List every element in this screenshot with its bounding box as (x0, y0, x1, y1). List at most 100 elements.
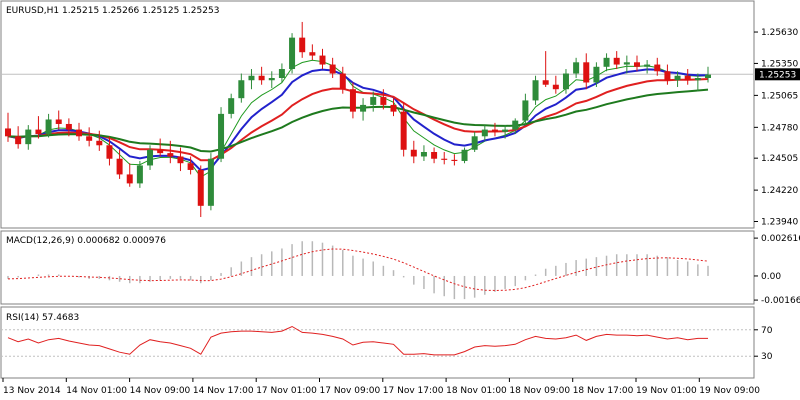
price-tick-label: 1.25065 (761, 91, 798, 101)
current-price-tag (755, 68, 800, 81)
time-label: 14 Nov 01:00 (66, 386, 127, 396)
candle-body (451, 159, 458, 161)
candle-body (207, 158, 214, 206)
candle-body (583, 62, 590, 83)
price-tick-label: 1.25630 (761, 28, 798, 38)
time-label: 18 Nov 17:00 (573, 386, 634, 396)
candle-body (147, 149, 154, 166)
candle-body (705, 74, 711, 78)
ma-fast-line (7, 59, 709, 178)
candle-body (420, 152, 427, 157)
candle-body (76, 129, 83, 137)
candle-body (674, 75, 681, 81)
candle-body (35, 129, 42, 135)
price-tick-label: 1.23940 (761, 218, 798, 228)
rsi-tick-label: 30 (761, 352, 773, 362)
price-plot (1, 21, 754, 218)
candle-body (197, 169, 204, 206)
price-header: EURUSD,H1 1.25215 1.25266 1.25125 1.2525… (6, 6, 219, 16)
time-label: 14 Nov 17:00 (193, 386, 254, 396)
candle-body (96, 140, 103, 146)
macd-plot (7, 241, 709, 300)
candle-body (360, 104, 367, 112)
candle-body (319, 55, 326, 65)
candle-body (562, 73, 569, 90)
candle-body (299, 37, 306, 53)
ma-green-line (7, 88, 709, 153)
current-price-label: 1.25253 (759, 70, 796, 80)
candle-body (157, 149, 164, 154)
candle-body (532, 80, 539, 101)
candle-body (370, 97, 377, 105)
candle-body (238, 80, 245, 99)
candle-body (45, 119, 52, 135)
candle-body (349, 89, 356, 112)
rsi-panel (0, 306, 755, 379)
candle-body (654, 64, 661, 72)
ma-red-line (7, 78, 709, 162)
candle-body (289, 37, 296, 70)
candle-body (86, 136, 93, 141)
candle-body (136, 165, 143, 184)
macd-signal-line (7, 248, 709, 292)
macd-label: MACD(12,26,9) 0.000682 0.000976 (6, 236, 166, 246)
candle-body (613, 57, 620, 65)
macd-tick-label: 0.00 (761, 272, 781, 282)
ma-blue-line (7, 68, 709, 172)
rsi-plot (1, 325, 754, 357)
candle-body (491, 129, 498, 132)
rsi-tick-label: 70 (761, 326, 773, 336)
price-tick-label: 1.24505 (761, 154, 798, 164)
candle-body (410, 149, 417, 157)
candle-body (542, 80, 549, 85)
time-label: 19 Nov 09:00 (699, 386, 760, 396)
price-tick-label: 1.25350 (761, 59, 798, 69)
macd-tick-label: 0.002616 (761, 234, 800, 244)
candle-body (694, 78, 701, 81)
candle-body (380, 97, 387, 105)
price-panel (0, 0, 755, 229)
candle-body (278, 69, 285, 78)
candle-body (471, 136, 478, 150)
candle-body (15, 136, 22, 145)
candle-body (116, 158, 123, 175)
candle-body (633, 62, 640, 67)
candle-body (187, 163, 194, 170)
time-label: 17 Nov 17:00 (383, 386, 444, 396)
candle-body (684, 75, 691, 81)
candle-body (339, 73, 346, 90)
candle-body (593, 66, 600, 83)
candle-body (390, 104, 397, 112)
candle-body (441, 158, 448, 160)
time-label: 18 Nov 09:00 (509, 386, 570, 396)
candle-body (329, 64, 336, 74)
candle-body (309, 52, 316, 56)
candle-body (106, 145, 113, 159)
candle-body (573, 62, 580, 74)
candle-body (258, 75, 265, 81)
candle-body (268, 78, 275, 81)
price-tick-label: 1.24780 (761, 123, 798, 133)
candle-body (431, 152, 438, 159)
candle-body (522, 100, 529, 121)
time-label: 17 Nov 09:00 (320, 386, 381, 396)
candle-body (552, 84, 559, 90)
price-tick-label: 1.24220 (761, 186, 798, 196)
candle-body (228, 98, 235, 114)
time-label: 13 Nov 2014 (3, 386, 61, 396)
candle-body (512, 120, 519, 130)
time-label: 17 Nov 01:00 (256, 386, 317, 396)
time-label: 19 Nov 01:00 (636, 386, 697, 396)
candle-body (65, 123, 72, 130)
time-label: 18 Nov 01:00 (446, 386, 507, 396)
candle-body (644, 64, 651, 67)
candle-body (55, 119, 62, 124)
candle-body (5, 128, 11, 137)
candle-body (502, 129, 509, 132)
time-label: 14 Nov 09:00 (130, 386, 191, 396)
candle-body (218, 113, 225, 159)
candle-body (603, 57, 610, 67)
candle-body (248, 75, 255, 81)
